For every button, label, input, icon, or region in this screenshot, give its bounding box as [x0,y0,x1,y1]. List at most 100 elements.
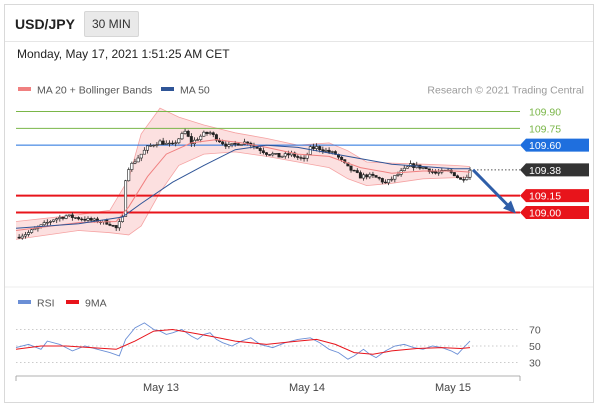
candle [268,154,272,156]
candle [462,176,466,183]
candle-body-down [224,143,228,147]
candle-body-up [58,217,62,219]
candle-body-up [152,144,156,147]
candle [205,131,209,136]
candle [415,161,419,169]
candle [387,179,391,186]
candle [296,154,300,160]
candle-body-up [280,155,284,158]
candle [161,137,165,145]
level-tag-bg-109-15 [520,189,589,203]
candle [421,166,425,170]
level-tag-bg-109-38 [520,163,589,177]
candle [86,216,90,223]
candle-body-down [299,157,303,159]
rsi-ma-legend-swatch [66,300,79,304]
candle [227,141,231,149]
candle-body-up [30,229,34,233]
candle [434,169,438,175]
candle [58,214,62,222]
candle-body-up [92,218,96,221]
candle [271,151,275,157]
rsi-ma-legend-label: 9MA [85,298,107,310]
level-tag-109-38: 109.38 [520,163,589,177]
level-tag-text-109-00: 109.00 [529,208,561,220]
candle-body-up [330,151,334,153]
candle-body-up [308,146,312,155]
candle-body-up [42,222,46,226]
candle [377,176,381,181]
candle-body-down [459,177,463,180]
bollinger-legend-swatch [18,87,31,91]
candle [211,131,215,138]
candle [27,230,31,237]
candle [362,172,366,181]
candle-body-up [405,166,409,169]
candle [236,143,240,146]
candle-body-up [133,161,137,164]
candle-body-down [61,217,65,219]
candle-body-up [402,167,406,171]
candle-body-up [127,169,131,182]
candle-body-up [396,174,400,176]
rsi-legend-label: RSI [37,298,55,310]
candle [430,168,434,175]
rsi-line [15,322,471,360]
level-lines [16,111,520,214]
candle-body-up [177,138,181,144]
candle [374,175,378,178]
level-tag-109-15: 109.15 [520,189,589,203]
chart-widget: USD/JPY 30 MIN Monday, May 17, 2021 1:51… [4,4,594,403]
ma50-line [15,144,470,229]
candle-body-down [434,171,438,174]
candle-body-down [80,218,84,221]
candle [261,147,265,155]
candle [155,142,159,148]
timeframe-button[interactable]: 30 MIN [84,11,139,37]
candle-body-down [246,141,250,144]
candle [83,216,87,222]
candle-body-down [17,236,21,239]
candle [258,145,262,154]
candle-body-up [283,153,287,157]
candle-body-up [139,153,143,159]
candle-body-down [349,165,353,171]
candle [67,214,71,218]
candle-body-down [383,181,387,184]
candle-body-up [73,217,77,219]
candle [80,217,84,222]
candle [405,166,409,169]
candle [199,134,203,143]
candle-body-up [86,218,90,221]
candle [186,129,190,138]
candle-body-down [374,175,378,178]
candle-body-down [108,223,112,226]
rsi-tick-70: 70 [529,325,541,337]
candle [437,168,441,176]
candle-body-up [196,139,200,141]
candle-body-down [186,130,190,137]
candle [455,174,459,179]
candle [349,165,353,173]
candle [130,161,134,172]
candle-body-down [89,218,93,221]
candle-body-down [236,143,240,146]
candle [465,174,469,181]
candle [402,165,406,172]
level-tag-109-00: 109.00 [520,206,589,220]
candle-body-down [261,150,265,154]
datetime-label: Monday, May 17, 2021 1:51:25 AM CET [17,47,230,61]
candle [177,138,181,145]
candle [299,155,303,161]
candle-body-down [365,174,369,178]
candle-body-down [221,141,225,145]
candle-body-up [48,221,52,223]
candle-body-up [208,132,212,134]
level-tag-bg-109-60 [520,138,589,152]
candle [73,216,77,219]
candle [133,158,137,165]
rsi-ma-line [15,328,471,355]
candle [393,175,397,183]
candle-body-up [67,214,71,217]
candle-body-up [180,133,184,140]
